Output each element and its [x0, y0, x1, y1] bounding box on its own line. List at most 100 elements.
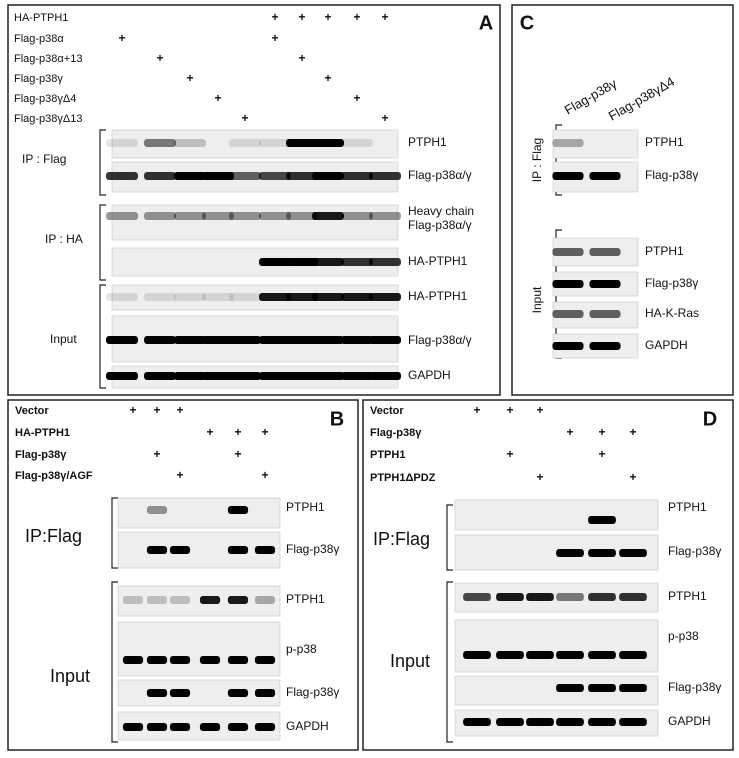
blot-label: HA-PTPH1: [408, 254, 468, 268]
band: [619, 718, 647, 726]
panel-letter: A: [479, 12, 493, 34]
band: [106, 139, 138, 147]
band: [286, 372, 318, 380]
treatment-sign: +: [261, 425, 268, 439]
band: [174, 212, 206, 220]
bracket: [99, 284, 106, 389]
band: [229, 212, 261, 220]
band: [369, 293, 401, 301]
band: [286, 293, 318, 301]
band: [341, 293, 373, 301]
band: [286, 212, 318, 220]
blot-background: [117, 531, 281, 569]
band: [259, 172, 291, 180]
blot-background: [111, 204, 399, 241]
band: [174, 336, 206, 344]
band: [122, 596, 144, 604]
treatment-label: Flag-p38γ: [14, 73, 63, 85]
group-label: IP:Flag: [373, 529, 430, 549]
blot-label: Flag-p38γ: [645, 276, 698, 290]
band: [146, 596, 168, 604]
band: [556, 549, 584, 557]
blot-label: PTPH1: [286, 592, 325, 606]
band: [552, 248, 584, 256]
band: [312, 172, 344, 180]
band: [463, 651, 491, 659]
band: [369, 172, 401, 180]
treatment-sign: +: [598, 447, 605, 461]
band: [312, 212, 344, 220]
treatment-sign: +: [153, 447, 160, 461]
band: [227, 596, 249, 604]
treatment-sign: +: [381, 111, 388, 125]
treatment-sign: +: [536, 470, 543, 484]
bracket: [111, 497, 118, 569]
band: [254, 723, 276, 731]
blot-background: [117, 585, 281, 617]
blot-label: GAPDH: [645, 338, 688, 352]
band: [144, 172, 176, 180]
panel-letter: B: [330, 408, 344, 430]
treatment-sign: +: [506, 447, 513, 461]
band: [588, 549, 616, 557]
group-label: Input: [390, 651, 430, 671]
band: [312, 293, 344, 301]
treatment-label: PTPH1ΔPDZ: [370, 472, 436, 484]
treatment-label: Flag-p38α: [14, 33, 64, 45]
treatment-label: PTPH1: [370, 449, 405, 461]
band: [106, 212, 138, 220]
band: [463, 593, 491, 601]
blot-label: PTPH1: [668, 589, 707, 603]
blot-label: PTPH1: [408, 135, 447, 149]
band: [106, 372, 138, 380]
blot-label: p-p38: [668, 629, 699, 643]
blot-label: Flag-p38γ: [668, 680, 721, 694]
panel-letter: C: [520, 12, 534, 34]
band: [144, 336, 176, 344]
band: [552, 342, 584, 350]
treatment-label: Flag-p38γΔ4: [14, 93, 76, 105]
band: [588, 516, 616, 524]
band: [312, 372, 344, 380]
band: [619, 651, 647, 659]
group-label: Input: [530, 286, 544, 313]
band: [144, 212, 176, 220]
band: [169, 596, 191, 604]
band: [174, 172, 206, 180]
band: [259, 293, 291, 301]
band: [199, 596, 221, 604]
treatment-sign: +: [176, 468, 183, 482]
bracket: [446, 581, 453, 743]
band: [202, 336, 234, 344]
treatment-label: Vector: [15, 405, 49, 417]
treatment-sign: +: [473, 403, 480, 417]
band: [199, 656, 221, 664]
treatment-sign: +: [353, 91, 360, 105]
band: [552, 280, 584, 288]
band: [227, 546, 249, 554]
band: [229, 139, 261, 147]
band: [496, 593, 524, 601]
treatment-label: HA-PTPH1: [14, 12, 68, 24]
blot-background: [117, 679, 281, 707]
band: [312, 139, 344, 147]
blot-label: Flag-p38γ: [286, 542, 339, 556]
treatment-sign: +: [324, 71, 331, 85]
blot-label: Flag-p38γ: [668, 544, 721, 558]
treatment-label: Flag-p38α+13: [14, 53, 82, 65]
blot-label: HA-K-Ras: [645, 306, 699, 320]
treatment-label: Flag-p38γ: [15, 449, 67, 461]
treatment-sign: +: [566, 425, 573, 439]
bracket: [111, 581, 118, 743]
band: [341, 336, 373, 344]
band: [227, 723, 249, 731]
band: [202, 293, 234, 301]
band: [556, 651, 584, 659]
band: [122, 723, 144, 731]
band: [312, 258, 344, 266]
band: [619, 593, 647, 601]
group-label: Input: [50, 666, 90, 686]
band: [552, 310, 584, 318]
treatment-sign: +: [324, 10, 331, 24]
